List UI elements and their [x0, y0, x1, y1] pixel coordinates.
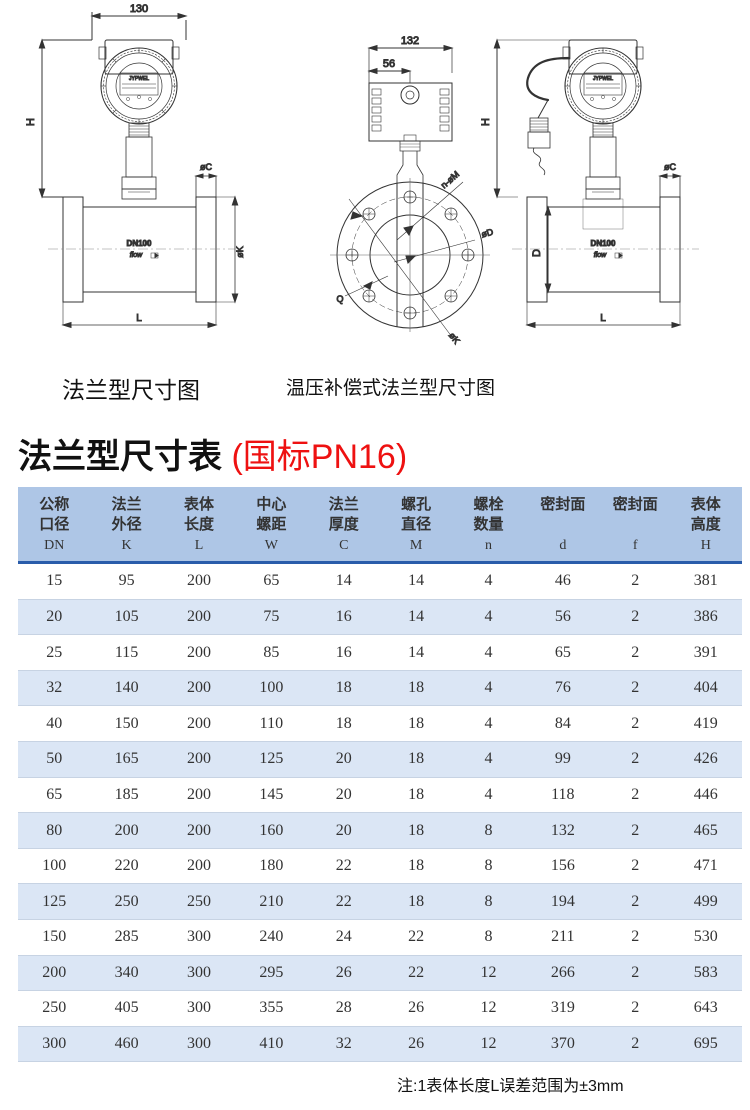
svg-text:L: L	[600, 313, 606, 324]
svg-text:øD: øD	[480, 227, 495, 240]
svg-text:JYPWEL: JYPWEL	[593, 76, 613, 82]
svg-text:øC: øC	[664, 162, 676, 172]
svg-text:H: H	[25, 118, 37, 126]
svg-text:L: L	[136, 313, 142, 324]
svg-text:flow: flow	[594, 252, 607, 259]
svg-text:Q: Q	[336, 294, 343, 304]
svg-text:132: 132	[401, 35, 419, 47]
svg-text:øK: øK	[235, 246, 245, 258]
svg-text:56: 56	[383, 58, 395, 70]
svg-text:øC: øC	[200, 162, 212, 172]
svg-text:DN100: DN100	[127, 239, 152, 248]
svg-text:130: 130	[130, 3, 148, 15]
svg-text:JYPWEL: JYPWEL	[129, 76, 149, 82]
svg-text:n-øM: n-øM	[439, 169, 461, 190]
svg-text:DN100: DN100	[591, 239, 616, 248]
svg-text:H: H	[480, 118, 492, 126]
svg-text:D: D	[531, 249, 543, 257]
svg-text:flow: flow	[130, 252, 143, 259]
